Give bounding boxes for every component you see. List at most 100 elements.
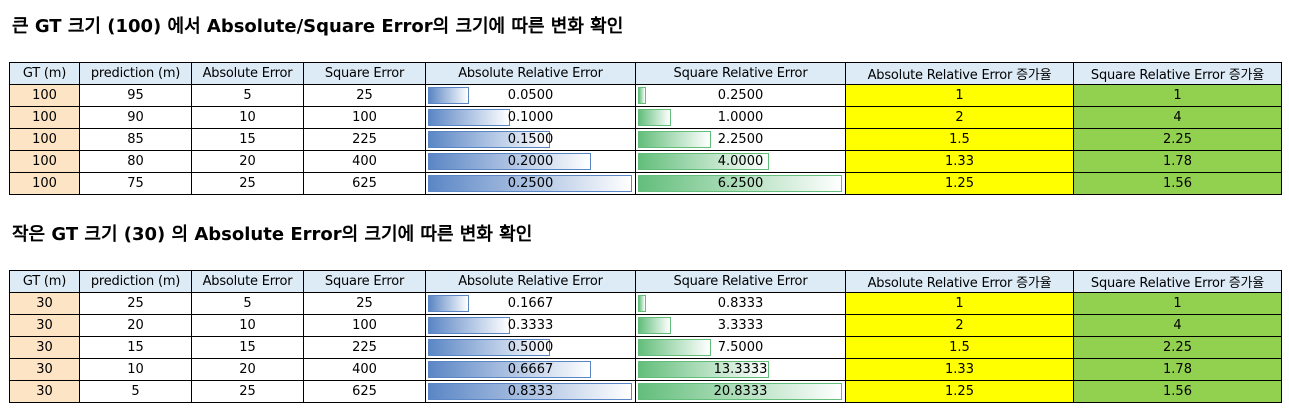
header-absolute-relative-error[interactable]: Absolute Relative Error <box>425 270 636 293</box>
header-absolute-relative-error[interactable]: Absolute Relative Error <box>425 62 636 85</box>
sre-increase-cell[interactable]: 1.78 <box>1073 358 1282 381</box>
are-increase-cell[interactable]: 1.25 <box>845 172 1074 195</box>
square-error-cell[interactable]: 25 <box>303 292 426 315</box>
header-absolute-error[interactable]: Absolute Error <box>191 62 304 85</box>
absolute-relative-error-cell[interactable]: 0.6667 <box>425 358 636 381</box>
prediction-cell[interactable]: 90 <box>79 106 192 129</box>
prediction-cell[interactable]: 20 <box>79 314 192 337</box>
square-relative-error-cell[interactable]: 0.8333 <box>635 292 846 315</box>
square-relative-error-cell[interactable]: 13.3333 <box>635 358 846 381</box>
absolute-error-cell[interactable]: 25 <box>191 172 304 195</box>
prediction-cell[interactable]: 25 <box>79 292 192 315</box>
square-relative-error-cell[interactable]: 2.2500 <box>635 128 846 151</box>
square-error-cell[interactable]: 100 <box>303 106 426 129</box>
header-are-increase-rate[interactable]: Absolute Relative Error 증가율 <box>845 270 1074 293</box>
square-error-cell[interactable]: 400 <box>303 358 426 381</box>
absolute-error-cell[interactable]: 5 <box>191 84 304 107</box>
header-are-increase-rate[interactable]: Absolute Relative Error 증가율 <box>845 62 1074 85</box>
gt-cell[interactable]: 30 <box>9 336 80 359</box>
prediction-cell[interactable]: 80 <box>79 150 192 173</box>
absolute-relative-error-cell[interactable]: 0.0500 <box>425 84 636 107</box>
header-gt[interactable]: GT (m) <box>9 62 80 85</box>
absolute-error-cell[interactable]: 10 <box>191 106 304 129</box>
absolute-error-cell[interactable]: 20 <box>191 150 304 173</box>
absolute-relative-error-cell[interactable]: 0.3333 <box>425 314 636 337</box>
gt-cell[interactable]: 30 <box>9 358 80 381</box>
prediction-cell[interactable]: 15 <box>79 336 192 359</box>
sre-increase-cell[interactable]: 1.78 <box>1073 150 1282 173</box>
sre-increase-cell[interactable]: 1.56 <box>1073 172 1282 195</box>
square-relative-error-cell[interactable]: 1.0000 <box>635 106 846 129</box>
table-row: 100 80 20 400 0.2000 4.0000 1.33 1.78 <box>9 150 1282 173</box>
gt-cell[interactable]: 100 <box>9 172 80 195</box>
square-error-cell[interactable]: 225 <box>303 128 426 151</box>
are-increase-cell[interactable]: 1.5 <box>845 336 1074 359</box>
gt-cell[interactable]: 100 <box>9 84 80 107</box>
square-relative-error-cell[interactable]: 20.8333 <box>635 380 846 403</box>
square-error-cell[interactable]: 625 <box>303 380 426 403</box>
table-row: 30 5 25 625 0.8333 20.8333 1.25 1.56 <box>9 380 1282 403</box>
are-increase-cell[interactable]: 1.33 <box>845 358 1074 381</box>
absolute-relative-error-cell[interactable]: 0.1667 <box>425 292 636 315</box>
square-relative-error-cell[interactable]: 4.0000 <box>635 150 846 173</box>
sre-increase-cell[interactable]: 1 <box>1073 84 1282 107</box>
absolute-relative-error-cell[interactable]: 0.2000 <box>425 150 636 173</box>
prediction-cell[interactable]: 75 <box>79 172 192 195</box>
square-error-cell[interactable]: 400 <box>303 150 426 173</box>
header-square-error[interactable]: Square Error <box>303 62 426 85</box>
absolute-relative-error-cell[interactable]: 0.2500 <box>425 172 636 195</box>
are-increase-cell[interactable]: 2 <box>845 314 1074 337</box>
square-error-cell[interactable]: 100 <box>303 314 426 337</box>
header-prediction[interactable]: prediction (m) <box>79 62 192 85</box>
are-increase-cell[interactable]: 2 <box>845 106 1074 129</box>
gt-cell[interactable]: 30 <box>9 292 80 315</box>
prediction-cell[interactable]: 5 <box>79 380 192 403</box>
absolute-error-cell[interactable]: 15 <box>191 128 304 151</box>
are-increase-cell[interactable]: 1.5 <box>845 128 1074 151</box>
are-increase-cell[interactable]: 1 <box>845 84 1074 107</box>
sre-increase-cell[interactable]: 4 <box>1073 314 1282 337</box>
header-square-relative-error[interactable]: Square Relative Error <box>635 270 846 293</box>
prediction-cell[interactable]: 85 <box>79 128 192 151</box>
blue-data-bar <box>428 295 469 312</box>
square-relative-error-cell[interactable]: 6.2500 <box>635 172 846 195</box>
gt-cell[interactable]: 30 <box>9 380 80 403</box>
header-sre-increase-rate[interactable]: Square Relative Error 증가율 <box>1073 270 1282 293</box>
blue-data-bar <box>428 361 591 378</box>
sre-increase-cell[interactable]: 1.56 <box>1073 380 1282 403</box>
square-relative-error-cell[interactable]: 0.2500 <box>635 84 846 107</box>
header-sre-increase-rate[interactable]: Square Relative Error 증가율 <box>1073 62 1282 85</box>
are-increase-cell[interactable]: 1 <box>845 292 1074 315</box>
gt-cell[interactable]: 100 <box>9 128 80 151</box>
header-square-relative-error[interactable]: Square Relative Error <box>635 62 846 85</box>
square-relative-error-cell[interactable]: 7.5000 <box>635 336 846 359</box>
absolute-relative-error-cell[interactable]: 0.1000 <box>425 106 636 129</box>
absolute-error-cell[interactable]: 5 <box>191 292 304 315</box>
prediction-cell[interactable]: 95 <box>79 84 192 107</box>
prediction-cell[interactable]: 10 <box>79 358 192 381</box>
header-square-error[interactable]: Square Error <box>303 270 426 293</box>
absolute-error-cell[interactable]: 25 <box>191 380 304 403</box>
are-increase-cell[interactable]: 1.25 <box>845 380 1074 403</box>
header-absolute-error[interactable]: Absolute Error <box>191 270 304 293</box>
sre-increase-cell[interactable]: 2.25 <box>1073 336 1282 359</box>
sre-increase-cell[interactable]: 4 <box>1073 106 1282 129</box>
absolute-relative-error-cell[interactable]: 0.1500 <box>425 128 636 151</box>
absolute-error-cell[interactable]: 15 <box>191 336 304 359</box>
absolute-relative-error-cell[interactable]: 0.8333 <box>425 380 636 403</box>
square-error-cell[interactable]: 225 <box>303 336 426 359</box>
gt-cell[interactable]: 100 <box>9 150 80 173</box>
are-increase-cell[interactable]: 1.33 <box>845 150 1074 173</box>
square-error-cell[interactable]: 25 <box>303 84 426 107</box>
header-gt[interactable]: GT (m) <box>9 270 80 293</box>
gt-cell[interactable]: 30 <box>9 314 80 337</box>
absolute-error-cell[interactable]: 20 <box>191 358 304 381</box>
sre-increase-cell[interactable]: 2.25 <box>1073 128 1282 151</box>
header-prediction[interactable]: prediction (m) <box>79 270 192 293</box>
absolute-error-cell[interactable]: 10 <box>191 314 304 337</box>
sre-increase-cell[interactable]: 1 <box>1073 292 1282 315</box>
square-relative-error-cell[interactable]: 3.3333 <box>635 314 846 337</box>
absolute-relative-error-cell[interactable]: 0.5000 <box>425 336 636 359</box>
gt-cell[interactable]: 100 <box>9 106 80 129</box>
square-error-cell[interactable]: 625 <box>303 172 426 195</box>
